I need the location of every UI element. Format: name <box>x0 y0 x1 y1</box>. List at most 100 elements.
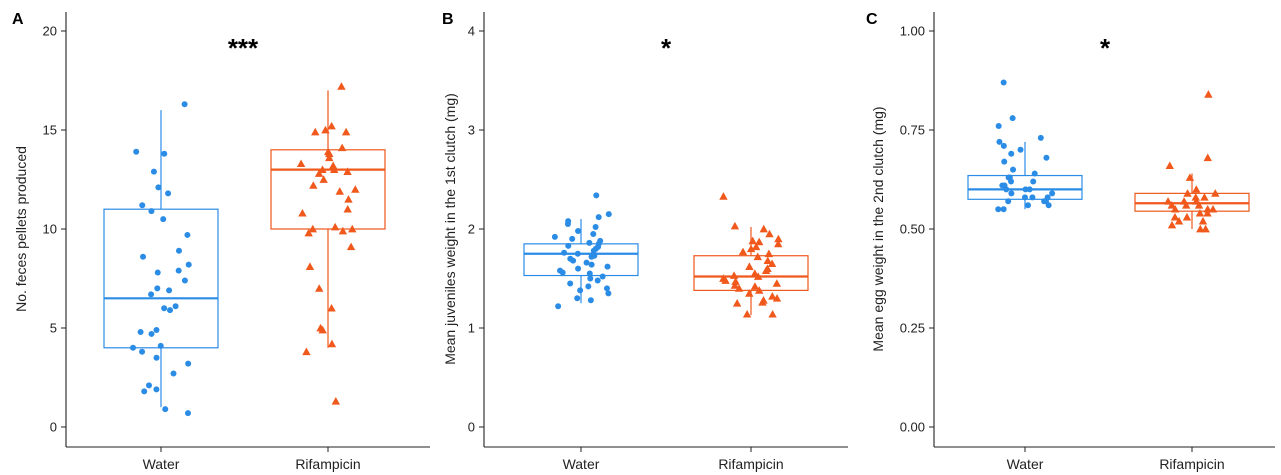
data-point <box>175 247 182 254</box>
data-point <box>337 82 346 90</box>
data-point <box>730 281 740 289</box>
data-point <box>729 271 739 279</box>
data-point <box>772 294 782 302</box>
y-tick-label: 1 <box>468 321 475 336</box>
data-point <box>745 262 754 270</box>
data-point <box>995 206 1002 213</box>
y-tick-label: 20 <box>43 24 57 39</box>
data-point <box>331 397 341 405</box>
data-point <box>551 233 558 240</box>
series-rifampicin <box>1134 90 1250 233</box>
series-rifampicin <box>270 82 386 405</box>
data-point <box>318 165 327 173</box>
data-point <box>767 259 777 268</box>
data-point <box>1203 153 1212 162</box>
data-point <box>351 185 360 193</box>
data-point <box>738 247 748 256</box>
data-point <box>754 237 764 246</box>
data-point <box>1000 206 1007 213</box>
series-water <box>967 79 1083 213</box>
data-point <box>1201 224 1210 233</box>
data-point <box>153 326 160 333</box>
data-point <box>555 303 562 310</box>
data-point <box>154 269 161 276</box>
data-point <box>1017 146 1024 153</box>
data-point <box>1001 158 1008 165</box>
data-point <box>1031 170 1038 177</box>
data-point <box>181 101 188 108</box>
y-tick-label: 0 <box>50 420 57 435</box>
y-axis-title: Mean egg weight in the 2nd clutch (mg) <box>870 106 886 351</box>
data-point <box>1200 193 1209 201</box>
data-point <box>1021 194 1028 201</box>
data-point <box>130 344 137 351</box>
data-point <box>1211 189 1220 197</box>
data-point <box>772 279 782 287</box>
data-point <box>1163 197 1173 205</box>
data-point <box>1165 161 1174 169</box>
data-point <box>732 299 742 307</box>
data-point <box>328 161 338 169</box>
data-point <box>751 242 761 251</box>
data-point <box>172 303 179 310</box>
data-point <box>595 214 602 221</box>
data-point <box>1204 90 1213 98</box>
data-point <box>319 175 328 183</box>
data-point <box>575 227 582 234</box>
series-water <box>103 101 219 417</box>
data-point <box>1049 190 1056 197</box>
data-point <box>175 267 182 274</box>
data-point <box>588 261 595 268</box>
data-point <box>719 192 728 200</box>
data-point <box>763 256 772 265</box>
data-point <box>1196 224 1205 233</box>
data-point <box>344 195 353 203</box>
data-point <box>1045 202 1052 209</box>
data-point <box>1170 205 1180 213</box>
data-point <box>588 253 595 260</box>
data-point <box>148 330 155 337</box>
data-point <box>594 277 601 284</box>
data-point <box>148 208 155 215</box>
data-point <box>570 257 577 264</box>
data-point <box>327 121 336 130</box>
data-point <box>753 272 763 280</box>
data-point <box>750 282 760 290</box>
data-point <box>765 229 774 238</box>
data-point <box>574 295 581 302</box>
data-point <box>1191 193 1200 201</box>
y-tick-label: 4 <box>468 24 475 39</box>
data-point <box>145 382 152 389</box>
data-point <box>583 259 590 266</box>
data-point <box>170 370 177 377</box>
data-point <box>330 165 339 173</box>
data-point <box>734 284 744 292</box>
data-point <box>592 224 599 231</box>
data-point <box>161 150 168 157</box>
data-point <box>593 192 600 199</box>
data-point <box>742 309 752 318</box>
data-point <box>139 202 146 209</box>
data-point <box>590 230 597 237</box>
data-point <box>1203 205 1212 213</box>
data-point <box>305 262 315 270</box>
data-point <box>184 231 191 238</box>
x-tick-label-water: Water <box>143 456 180 472</box>
data-point <box>327 304 336 312</box>
data-point <box>745 289 754 297</box>
data-point <box>1198 216 1208 225</box>
data-point <box>148 291 155 298</box>
y-tick-label: 2 <box>468 222 475 237</box>
y-tick-label: 10 <box>43 222 57 237</box>
x-tick-label-water: Water <box>1007 456 1044 472</box>
data-point <box>155 184 162 191</box>
data-point <box>311 127 320 136</box>
data-point <box>348 224 357 233</box>
data-point <box>577 287 584 294</box>
data-point <box>603 285 610 292</box>
data-point <box>1003 186 1010 193</box>
data-point <box>181 277 188 284</box>
data-point <box>753 252 762 261</box>
significance-marker: *** <box>228 33 259 63</box>
